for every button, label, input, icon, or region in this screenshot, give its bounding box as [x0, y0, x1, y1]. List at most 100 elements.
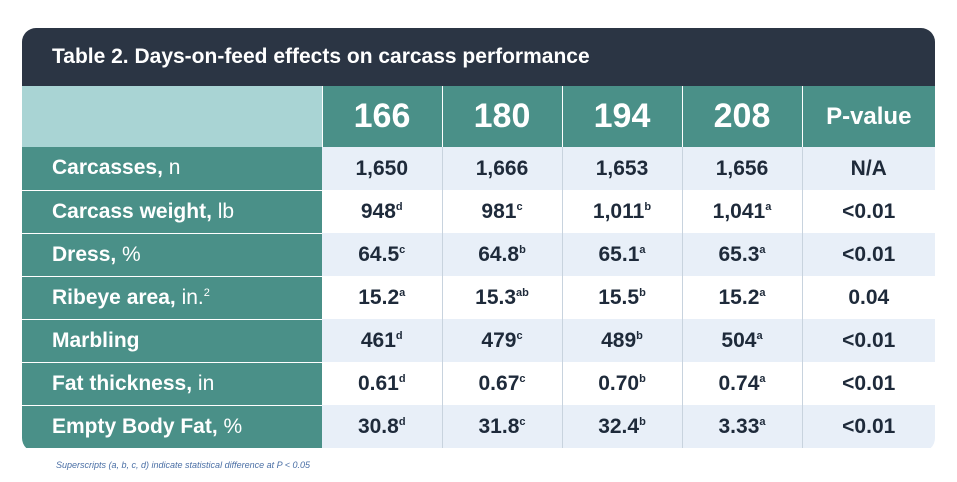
table-row: Marbling 461d 479c 489b 504a <0.01: [22, 319, 935, 363]
cell-superscript: d: [395, 329, 403, 342]
value-cell: 0.70b: [562, 362, 683, 405]
row-label: Fat thickness, in: [22, 362, 322, 406]
column-header: 180: [442, 86, 563, 147]
table-card: Table 2. Days-on-feed effects on carcass…: [22, 28, 935, 452]
cell-value: 1,011: [592, 199, 645, 223]
column-header: 194: [562, 86, 683, 147]
cell-value: 1,656: [715, 156, 769, 180]
cell-value: 0.74: [718, 371, 760, 395]
cell-superscript: b: [644, 200, 652, 213]
p-value-cell: <0.01: [802, 233, 935, 276]
value-cell: 32.4b: [562, 405, 683, 448]
value-cell: 15.3ab: [442, 276, 563, 319]
cell-superscript: a: [759, 372, 766, 385]
cell-value: 15.3: [475, 285, 517, 309]
value-cell: 479c: [442, 319, 563, 362]
cell-value: 32.4: [598, 414, 640, 438]
cell-value: 0.04: [848, 285, 890, 309]
cell-superscript: a: [759, 243, 766, 256]
cell-value: N/A: [850, 156, 887, 180]
p-value-cell: 0.04: [802, 276, 935, 319]
cell-value: 948: [360, 199, 396, 223]
data-table: 166 180 194 208 P-value Carcasses, n 1,65…: [22, 86, 935, 449]
cell-superscript: c: [399, 243, 406, 256]
cell-superscript: c: [519, 415, 526, 428]
table-row: Empty Body Fat, % 30.8d 31.8c 32.4b 3.33a <0.…: [22, 405, 935, 449]
cell-superscript: a: [399, 286, 406, 299]
cell-value: 1,041: [712, 199, 766, 223]
cell-value: 31.8: [478, 414, 520, 438]
value-cell: 1,666: [442, 147, 563, 190]
cell-superscript: ab: [516, 286, 529, 299]
cell-superscript: c: [519, 372, 526, 385]
row-label: Marbling: [22, 319, 322, 363]
value-cell: 0.67c: [442, 362, 563, 405]
cell-value: 64.5: [358, 242, 400, 266]
cell-superscript: d: [395, 200, 403, 213]
p-value-cell: <0.01: [802, 319, 935, 362]
cell-superscript: a: [759, 415, 766, 428]
value-cell: 981c: [442, 190, 563, 233]
footnote: Superscripts (a, b, c, d) indicate stati…: [56, 460, 311, 470]
p-value-cell: <0.01: [802, 190, 935, 233]
cell-value: 1,666: [475, 156, 529, 180]
row-label-text: Carcass weight,: [52, 199, 212, 223]
cell-value: 30.8: [357, 414, 399, 438]
row-label-unit: n: [162, 156, 181, 180]
cell-superscript: a: [756, 329, 763, 342]
cell-value: 461: [360, 328, 396, 352]
value-cell: 15.2a: [682, 276, 803, 319]
cell-superscript: c: [516, 329, 523, 342]
cell-value: 1,650: [355, 156, 409, 180]
cell-value: 3.33: [718, 414, 760, 438]
row-label-unit: in.: [175, 285, 204, 309]
cell-value: <0.01: [842, 371, 896, 395]
row-label-unit: %: [116, 242, 141, 266]
value-cell: 0.61d: [322, 362, 443, 405]
cell-value: 64.8: [478, 242, 520, 266]
row-label: Dress, %: [22, 233, 322, 277]
p-value-cell: <0.01: [802, 362, 935, 405]
value-cell: 3.33a: [682, 405, 803, 448]
table-row: Dress, % 64.5c 64.8b 65.1a 65.3a <0.01: [22, 233, 935, 277]
cell-superscript: b: [519, 243, 526, 256]
cell-value: 0.61: [357, 371, 399, 395]
cell-value: 479: [481, 328, 517, 352]
cell-value: <0.01: [842, 199, 896, 223]
value-cell: 1,041a: [682, 190, 803, 233]
value-cell: 1,653: [562, 147, 683, 190]
cell-value: 0.67: [478, 371, 520, 395]
row-label: Ribeye area, in.2: [22, 276, 322, 320]
table-title: Table 2. Days-on-feed effects on carcass…: [22, 28, 935, 86]
value-cell: 1,656: [682, 147, 803, 190]
value-cell: 0.74a: [682, 362, 803, 405]
row-label-unit-superscript: 2: [203, 286, 210, 299]
row-label-unit: lb: [211, 199, 235, 223]
cell-value: 65.3: [718, 242, 760, 266]
row-label: Carcass weight, lb: [22, 190, 322, 234]
cell-value: 0.70: [598, 371, 640, 395]
value-cell: 15.2a: [322, 276, 443, 319]
cell-superscript: b: [636, 329, 643, 342]
cell-value: <0.01: [842, 414, 896, 438]
cell-value: <0.01: [842, 242, 896, 266]
cell-superscript: a: [759, 286, 766, 299]
row-label: Carcasses, n: [22, 147, 322, 191]
cell-superscript: b: [639, 286, 646, 299]
row-label-unit: in: [192, 371, 215, 395]
cell-value: 981: [481, 199, 517, 223]
table-row: Fat thickness, in 0.61d 0.67c 0.70b 0.74a <0.…: [22, 362, 935, 406]
value-cell: 65.1a: [562, 233, 683, 276]
cell-value: 504: [721, 328, 757, 352]
row-label-text: Carcasses,: [52, 156, 163, 180]
p-value-cell: <0.01: [802, 405, 935, 448]
table-row: Carcasses, n 1,650 1,666 1,653 1,656 N/A: [22, 147, 935, 191]
value-cell: 504a: [682, 319, 803, 362]
value-cell: 64.5c: [322, 233, 443, 276]
value-cell: 30.8d: [322, 405, 443, 448]
p-value-cell: N/A: [802, 147, 935, 190]
row-label-unit: %: [217, 414, 243, 438]
row-label-text: Empty Body Fat,: [52, 414, 218, 438]
cell-value: 15.5: [598, 285, 640, 309]
cell-value: <0.01: [842, 328, 896, 352]
